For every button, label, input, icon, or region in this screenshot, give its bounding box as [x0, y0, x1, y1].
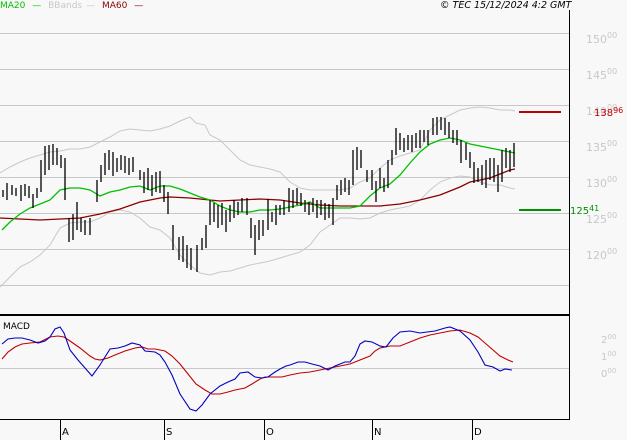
macd-label-1: 100: [601, 350, 617, 363]
price-label-130: 13000: [586, 175, 618, 190]
price-label-135: 13500: [586, 139, 618, 154]
price-label-150: 15000: [586, 31, 618, 46]
support-price-label: 12541: [570, 204, 600, 217]
x-label-oct: O: [266, 427, 274, 438]
legend-ma60: MA60 —: [101, 1, 144, 11]
macd-label-0: 000: [601, 367, 617, 380]
copyright-timestamp: © TEC 15/12/2024 4:2 GMT: [440, 0, 572, 11]
x-label-nov: N: [374, 427, 382, 438]
price-label-125: 12500: [586, 211, 618, 226]
x-label-sep: S: [166, 427, 173, 438]
resistance-price-label: 13896: [594, 106, 624, 119]
ma60-line: [0, 168, 516, 221]
bollinger-bands: [0, 106, 516, 288]
macd-signal-line: [1, 329, 514, 395]
macd-label-2: 200: [601, 333, 617, 346]
macd-line: [1, 326, 513, 412]
x-label-dec: D: [474, 427, 482, 438]
ma20-line: [1, 137, 516, 231]
price-label-120: 12000: [586, 247, 618, 262]
x-label-aug: A: [62, 427, 69, 438]
price-label-145: 14500: [586, 67, 618, 82]
ohlc-bars: [2, 117, 515, 272]
macd-title: MACD: [3, 322, 30, 332]
price-gridlines: [0, 33, 569, 369]
legend-ma20: MA20 —: [0, 1, 42, 11]
legend-bbands: BBands —: [48, 1, 96, 11]
price-label-140: 14000: [586, 103, 618, 118]
chart-legend: MA20 — BBands — MA60 —: [0, 0, 147, 12]
x-axis-ticks: [60, 419, 473, 440]
